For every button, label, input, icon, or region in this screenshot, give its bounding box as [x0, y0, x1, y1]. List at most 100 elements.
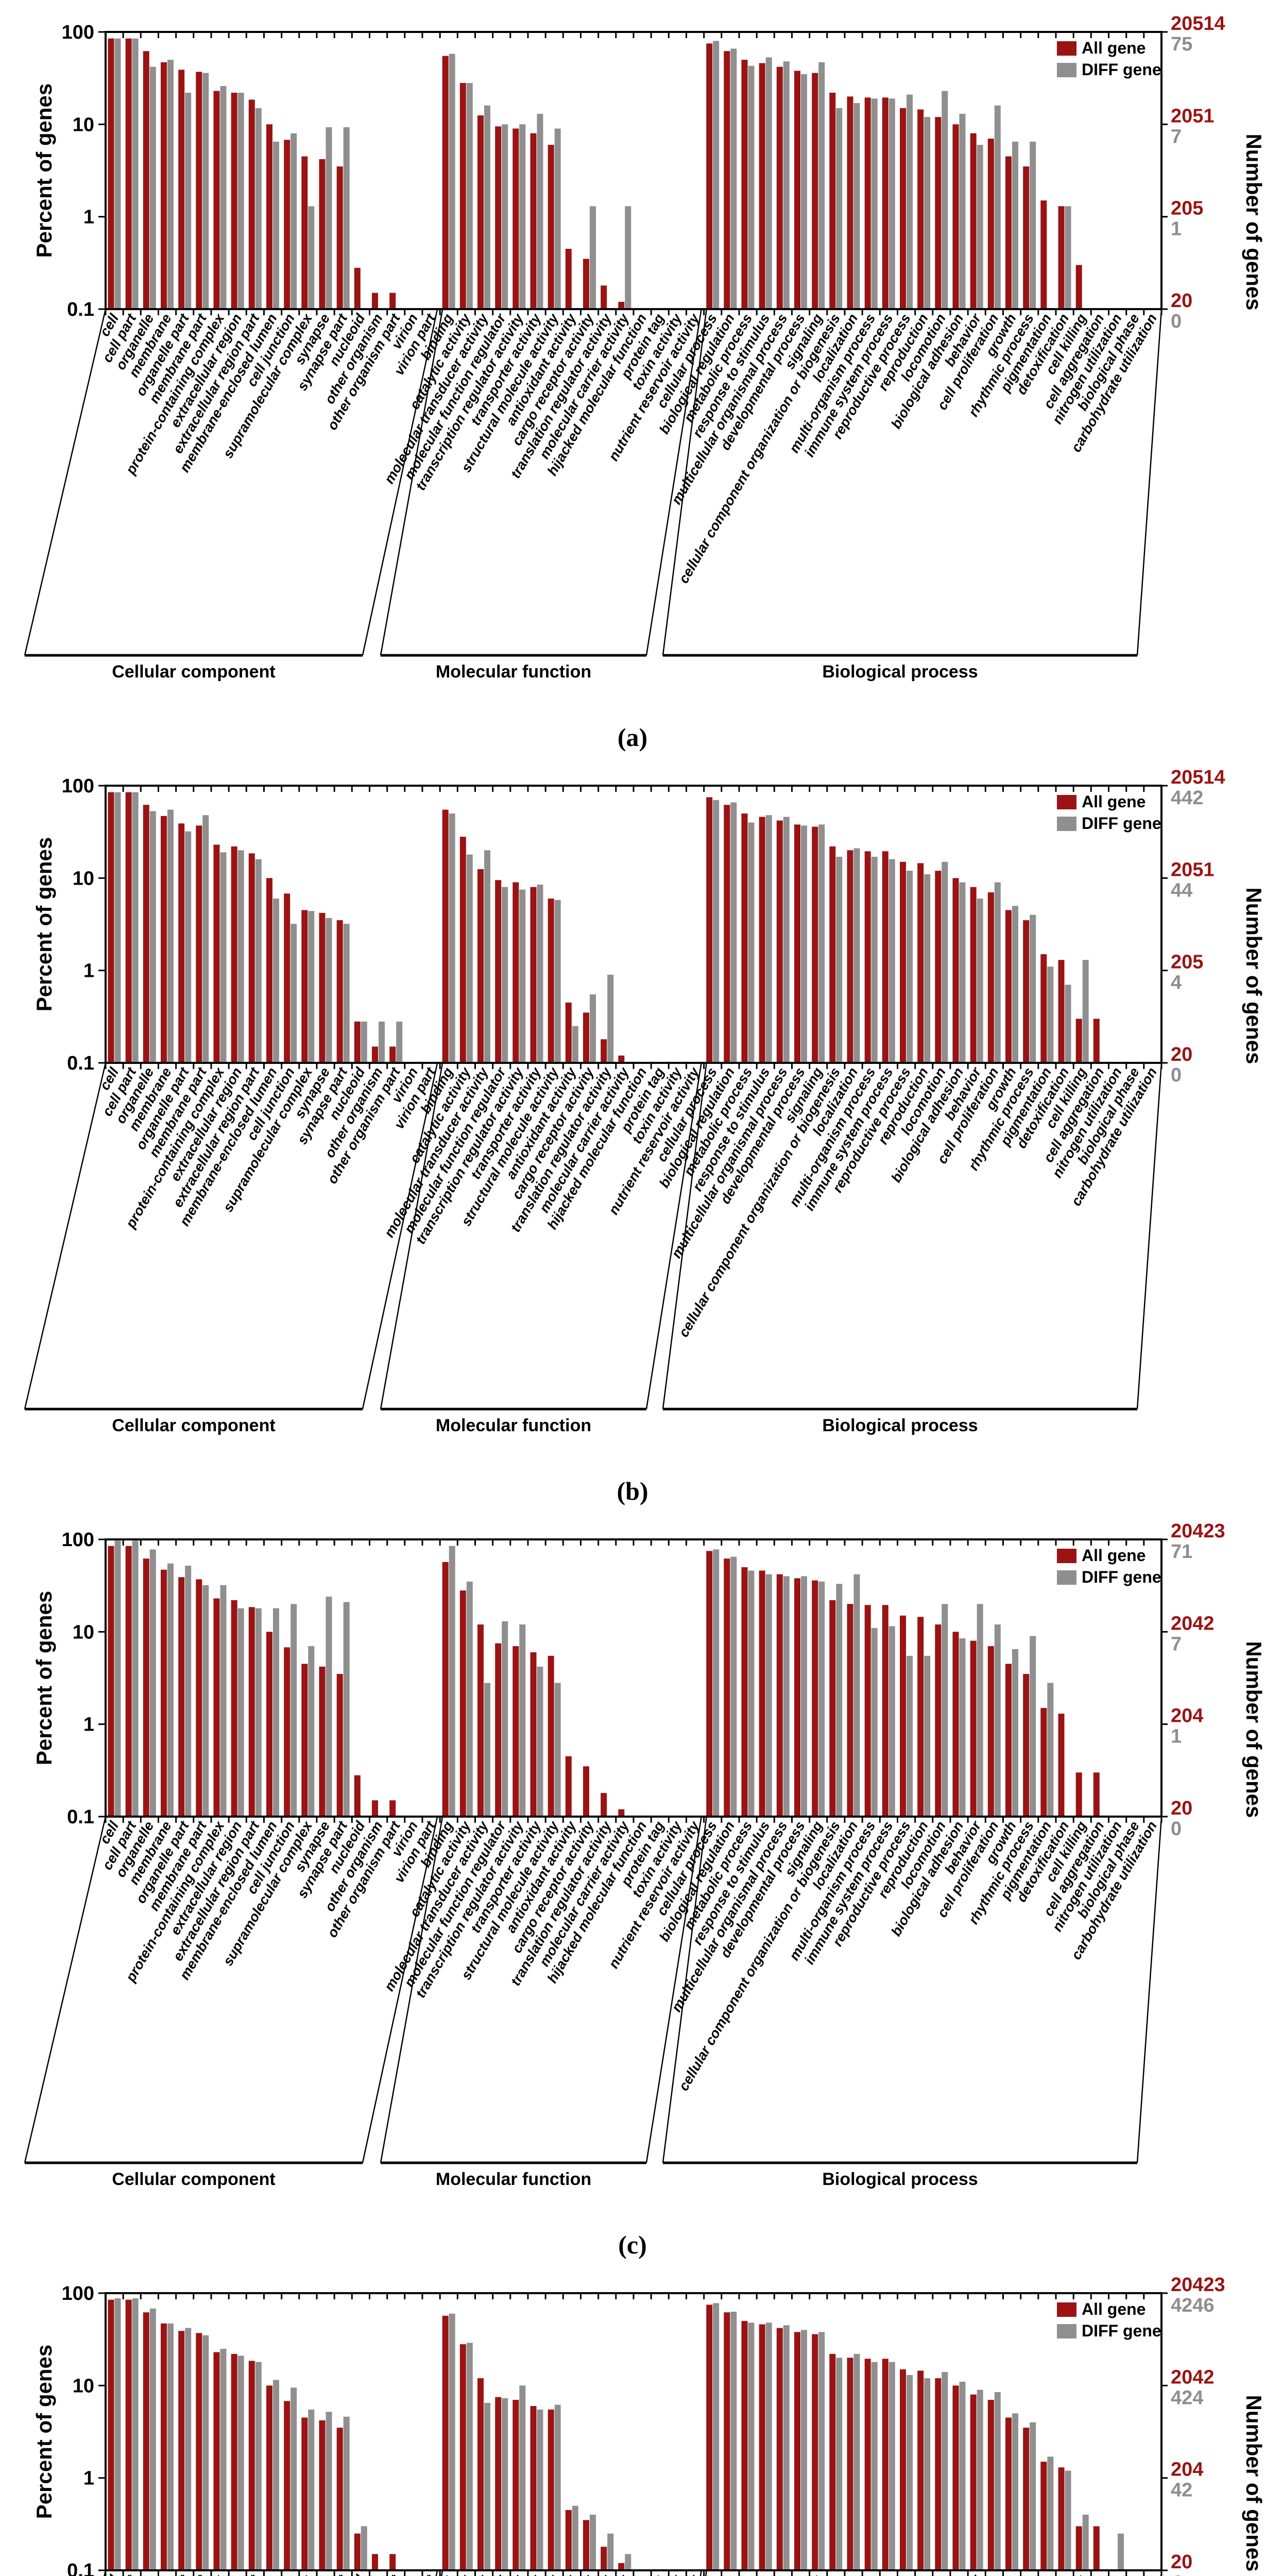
bar-diff-gene — [907, 871, 913, 1063]
y2-diff-gene-count: 4 — [1171, 972, 1182, 994]
bar-all-gene — [987, 139, 994, 309]
bar-diff-gene — [783, 817, 790, 1063]
bar-all-gene — [178, 70, 185, 310]
y2-diff-gene-count: 442 — [1171, 787, 1203, 809]
bar-diff-gene — [942, 861, 948, 1063]
bar-all-gene — [389, 293, 396, 309]
bar-diff-gene — [924, 2378, 931, 2570]
bar-diff-gene — [1065, 206, 1071, 309]
bar-all-gene — [143, 805, 149, 1063]
bar-diff-gene — [977, 1604, 983, 1817]
category-label: nucleoid — [326, 2572, 368, 2576]
bar-diff-gene — [326, 127, 332, 309]
bar-diff-gene — [977, 899, 983, 1063]
bar-diff-gene — [871, 98, 878, 310]
bar-all-gene — [847, 2358, 853, 2570]
bar-diff-gene — [202, 73, 209, 309]
bar-all-gene — [917, 863, 924, 1063]
bar-all-gene — [125, 792, 132, 1063]
section-title: Biological process — [822, 2170, 978, 2189]
bar-diff-gene — [572, 1026, 578, 1063]
bar-all-gene — [601, 1793, 607, 1817]
bar-diff-gene — [801, 74, 807, 310]
bar-all-gene — [741, 60, 748, 309]
bar-diff-gene — [255, 1608, 262, 1817]
panel-a-caption: (a) — [617, 723, 648, 752]
bar-diff-gene — [167, 60, 174, 309]
bar-all-gene — [477, 869, 484, 1063]
bar-all-gene — [1058, 960, 1065, 1063]
bar-diff-gene — [924, 117, 931, 309]
bar-all-gene — [266, 124, 272, 310]
bar-all-gene — [601, 2547, 607, 2570]
bar-all-gene — [618, 1809, 625, 1817]
bar-all-gene — [161, 62, 167, 310]
bar-all-gene — [459, 83, 466, 309]
bar-all-gene — [530, 887, 537, 1063]
bar-all-gene — [759, 2324, 765, 2570]
bar-diff-gene — [871, 857, 878, 1063]
bar-diff-gene — [519, 124, 526, 310]
y2-all-gene-count: 205 — [1171, 198, 1203, 219]
bar-diff-gene — [783, 2325, 790, 2570]
bar-diff-gene — [449, 814, 455, 1063]
section-divider-left — [380, 309, 443, 656]
bar-diff-gene — [994, 2392, 1001, 2570]
bar-all-gene — [301, 156, 308, 309]
bar-diff-gene — [273, 1608, 279, 1817]
bar-diff-gene — [818, 1581, 825, 1817]
legend-swatch-diff-gene — [1057, 2324, 1076, 2338]
category-label: protein tag — [618, 2572, 667, 2576]
bar-all-gene — [336, 166, 343, 309]
bar-all-gene — [970, 887, 977, 1063]
bar-all-gene — [319, 1666, 326, 1817]
bar-diff-gene — [449, 54, 455, 310]
bar-all-gene — [354, 2533, 361, 2570]
bar-all-gene — [706, 1551, 713, 1817]
bar-diff-gene — [871, 2362, 878, 2570]
bar-diff-gene — [942, 2372, 948, 2570]
bar-all-gene — [389, 2554, 396, 2570]
bar-diff-gene — [994, 882, 1001, 1063]
bar-all-gene — [1040, 1708, 1047, 1817]
bar-diff-gene — [502, 2398, 508, 2570]
bar-all-gene — [847, 850, 853, 1063]
bar-all-gene — [301, 910, 308, 1063]
category-label: response to stimulus — [690, 2572, 773, 2576]
bar-diff-gene — [220, 1585, 227, 1817]
bar-all-gene — [495, 2397, 502, 2570]
bar-all-gene — [917, 1617, 924, 1817]
bar-all-gene — [583, 259, 589, 309]
bar-diff-gene — [273, 141, 279, 309]
bar-diff-gene — [765, 815, 772, 1063]
bar-all-gene — [759, 817, 765, 1063]
bar-diff-gene — [537, 113, 543, 309]
bar-all-gene — [178, 2331, 185, 2570]
bar-diff-gene — [202, 1585, 209, 1817]
bar-all-gene — [1005, 910, 1012, 1063]
bar-all-gene — [354, 267, 361, 309]
bar-diff-gene — [730, 48, 737, 310]
bar-all-gene — [301, 2417, 308, 2570]
bar-all-gene — [864, 2359, 871, 2570]
bar-all-gene — [213, 2352, 220, 2570]
bar-diff-gene — [484, 105, 490, 309]
bar-all-gene — [512, 2400, 519, 2570]
bar-diff-gene — [888, 98, 895, 310]
bar-all-gene — [108, 792, 114, 1063]
y-tick-label: 100 — [62, 22, 94, 43]
section-divider-left — [24, 1062, 107, 1410]
bar-all-gene — [213, 91, 220, 309]
bar-diff-gene — [942, 91, 948, 309]
y2-diff-gene-count: 7 — [1171, 126, 1182, 147]
category-label: membrane — [126, 2572, 175, 2576]
bar-diff-gene — [255, 108, 262, 310]
bar-diff-gene — [836, 857, 843, 1063]
bar-diff-gene — [167, 809, 174, 1063]
bar-diff-gene — [502, 124, 508, 310]
category-label: cell killing — [1042, 2572, 1090, 2576]
bar-all-gene — [987, 2400, 994, 2570]
